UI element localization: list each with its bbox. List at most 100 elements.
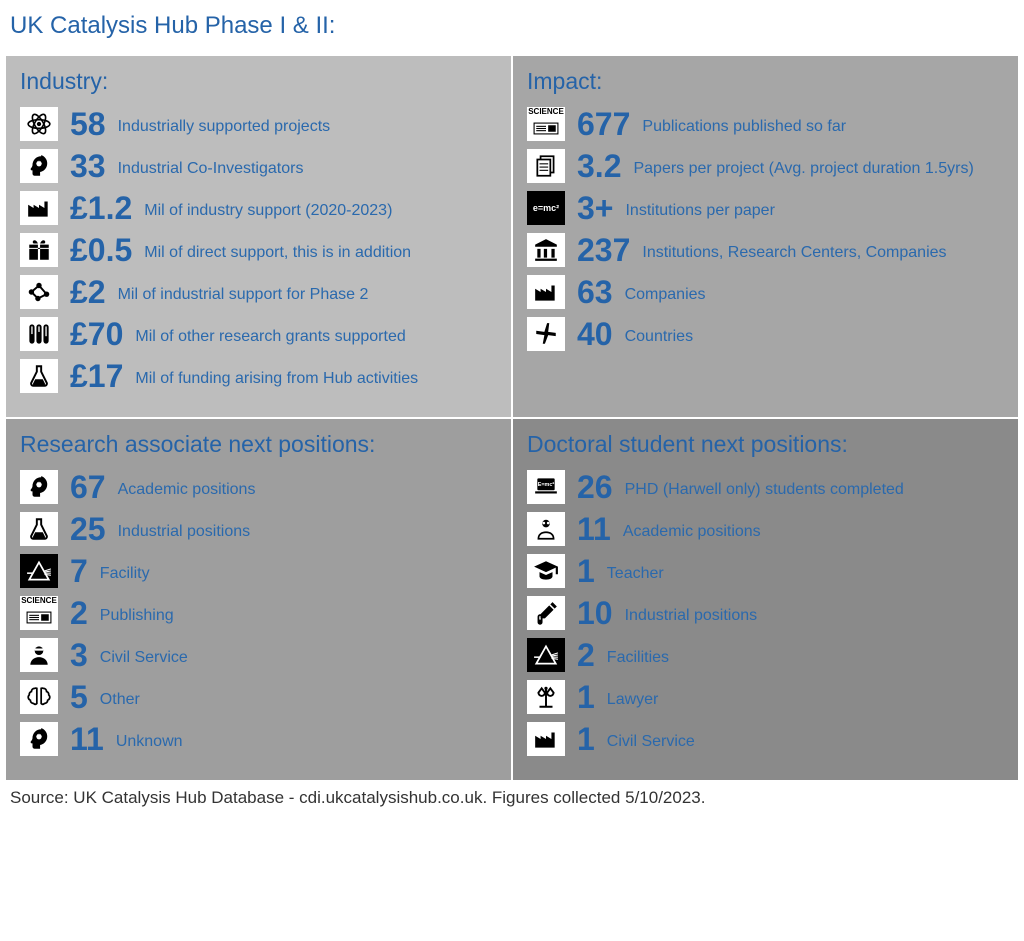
- gift-icon: [20, 233, 58, 267]
- flask-icon: [20, 359, 58, 393]
- stat-label: Industrially supported projects: [118, 112, 331, 136]
- stat-label: Mil of industry support (2020-2023): [144, 196, 392, 220]
- stat-label: Industrial positions: [625, 601, 758, 625]
- panel-industry: Industry: 58Industrially supported proje…: [6, 56, 511, 417]
- stat-label: PHD (Harwell only) students completed: [625, 475, 904, 499]
- infographic-grid: Industry: 58Industrially supported proje…: [0, 56, 1024, 780]
- stat-row: £70 Mil of other research grants supporte…: [20, 317, 497, 351]
- stat-value: 2: [577, 639, 595, 671]
- panel-research-associate-title: Research associate next positions:: [20, 431, 497, 458]
- panel-impact: Impact: SCIENCE 677 Publications published…: [513, 56, 1018, 417]
- stat-value: 3.2: [577, 150, 621, 182]
- panel-research-associate: Research associate next positions: 67 Aca…: [6, 419, 511, 780]
- stat-row: 10 Industrial positions: [527, 596, 1004, 630]
- scientist-icon: [527, 512, 565, 546]
- stat-label: Institutions, Research Centers, Companie…: [642, 238, 946, 262]
- stat-row: 1 Teacher: [527, 554, 1004, 588]
- stat-value: 1: [577, 555, 595, 587]
- newspaper-icon: SCIENCE: [527, 107, 565, 141]
- panel-industry-items: 58Industrially supported projects 33 Indus…: [20, 107, 497, 393]
- plane-icon: [527, 317, 565, 351]
- stat-value: 2: [70, 597, 88, 629]
- stat-label: Mil of funding arising from Hub activiti…: [135, 364, 418, 388]
- brain-icon: [20, 680, 58, 714]
- stat-label: Countries: [625, 322, 693, 346]
- stat-label: Academic positions: [118, 475, 256, 499]
- flask-icon: [20, 512, 58, 546]
- prism-dark-icon: [527, 638, 565, 672]
- stat-label: Publications published so far: [642, 112, 846, 136]
- molecule-icon: [20, 275, 58, 309]
- stat-row: 3.2Papers per project (Avg. project dura…: [527, 149, 1004, 183]
- stat-value: 677: [577, 108, 630, 140]
- stat-label: Lawyer: [607, 685, 659, 709]
- stat-value: £2: [70, 276, 106, 308]
- stat-value: 33: [70, 150, 106, 182]
- stat-value: 67: [70, 471, 106, 503]
- atom-icon: [20, 107, 58, 141]
- stat-value: 3: [70, 639, 88, 671]
- stat-value: 40: [577, 318, 613, 350]
- stat-label: Publishing: [100, 601, 174, 625]
- newspaper-icon: SCIENCE: [20, 596, 58, 630]
- prism-dark-icon: [20, 554, 58, 588]
- stat-label: Companies: [625, 280, 706, 304]
- stat-label: Industrial Co-Investigators: [118, 154, 304, 178]
- stat-label: Facility: [100, 559, 150, 583]
- head-gear-icon: [20, 470, 58, 504]
- stat-row: 237 Institutions, Research Centers, Compa…: [527, 233, 1004, 267]
- stat-label: Mil of direct support, this is in additi…: [144, 238, 411, 262]
- stat-label: Other: [100, 685, 140, 709]
- stat-row: SCIENCE 2 Publishing: [20, 596, 497, 630]
- stat-value: 5: [70, 681, 88, 713]
- stat-row: £17 Mil of funding arising from Hub activ…: [20, 359, 497, 393]
- laptop-emc-icon: E=mc²: [527, 470, 565, 504]
- stat-row: 1 Lawyer: [527, 680, 1004, 714]
- stat-label: Teacher: [607, 559, 664, 583]
- stat-row: £2 Mil of industrial support for Phase 2: [20, 275, 497, 309]
- stat-row: 3 Civil Service: [20, 638, 497, 672]
- tubes-icon: [20, 317, 58, 351]
- grad-cap-icon: [527, 554, 565, 588]
- stat-value: 1: [577, 723, 595, 755]
- stat-label: Civil Service: [607, 727, 695, 751]
- stat-row: 58Industrially supported projects: [20, 107, 497, 141]
- stat-label: Academic positions: [623, 517, 761, 541]
- stat-value: 1: [577, 681, 595, 713]
- stat-value: £0.5: [70, 234, 132, 266]
- stat-row: 67 Academic positions: [20, 470, 497, 504]
- stat-value: 7: [70, 555, 88, 587]
- stat-row: e=mc²3+Institutions per paper: [527, 191, 1004, 225]
- stat-row: £0.5 Mil of direct support, this is in ad…: [20, 233, 497, 267]
- head-gear-icon: [20, 722, 58, 756]
- stat-value: 11: [577, 513, 611, 545]
- stat-value: 10: [577, 597, 613, 629]
- stat-value: 237: [577, 234, 630, 266]
- stat-label: Civil Service: [100, 643, 188, 667]
- stat-label: Mil of other research grants supported: [135, 322, 405, 346]
- panel-impact-title: Impact:: [527, 68, 1004, 95]
- head-gear-icon: [20, 149, 58, 183]
- stat-label: Mil of industrial support for Phase 2: [118, 280, 369, 304]
- documents-icon: [527, 149, 565, 183]
- institution-icon: [527, 233, 565, 267]
- panel-research-associate-items: 67 Academic positions 25Industrial positio…: [20, 470, 497, 756]
- stat-value: £70: [70, 318, 123, 350]
- stat-row: 63 Companies: [527, 275, 1004, 309]
- stat-row: 7 Facility: [20, 554, 497, 588]
- stat-value: 63: [577, 276, 613, 308]
- factory-icon: [20, 191, 58, 225]
- stat-row: 25Industrial positions: [20, 512, 497, 546]
- source-text: Source: UK Catalysis Hub Database - cdi.…: [0, 780, 1024, 820]
- stat-label: Facilities: [607, 643, 669, 667]
- stat-value: £1.2: [70, 192, 132, 224]
- page-title: UK Catalysis Hub Phase I & II:: [0, 0, 1024, 56]
- stat-value: £17: [70, 360, 123, 392]
- factory-icon: [527, 275, 565, 309]
- stat-value: 26: [577, 471, 613, 503]
- svg-text:E=mc²: E=mc²: [538, 482, 555, 488]
- stat-row: 11 Academic positions: [527, 512, 1004, 546]
- stat-row: £1.2 Mil of industry support (2020-2023): [20, 191, 497, 225]
- panel-industry-title: Industry:: [20, 68, 497, 95]
- stat-label: Unknown: [116, 727, 183, 751]
